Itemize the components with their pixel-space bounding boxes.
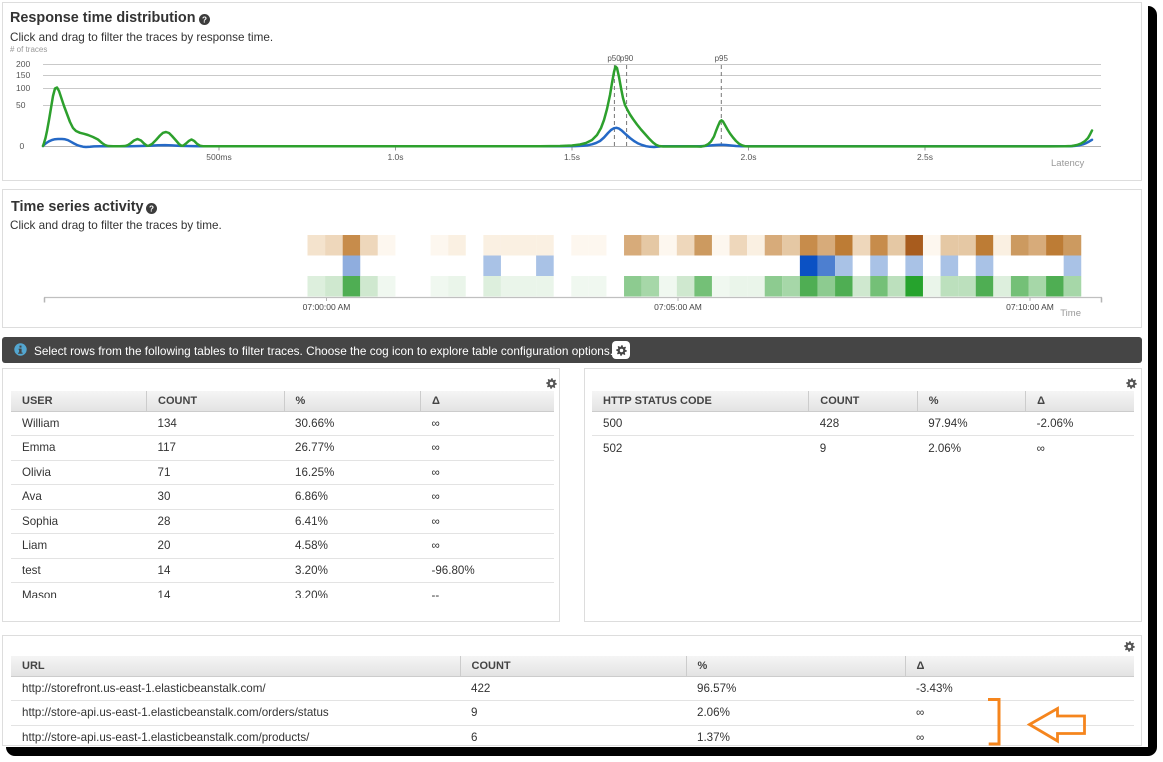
svg-text:?: ? bbox=[149, 204, 154, 213]
svg-text:?: ? bbox=[202, 15, 207, 24]
